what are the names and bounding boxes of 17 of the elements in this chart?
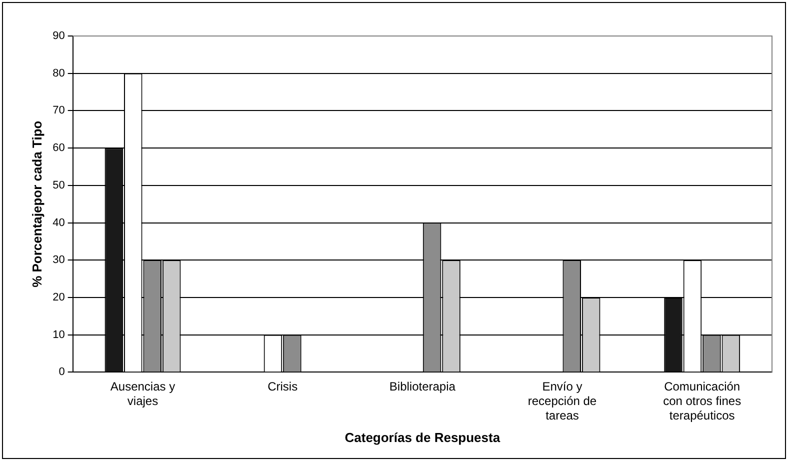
x-tick-label: Envío y recepción de tareas	[528, 380, 597, 423]
x-axis-title: Categorías de Respuesta	[344, 430, 501, 445]
y-tick-label: 50	[52, 179, 65, 192]
y-tick-label: 20	[52, 292, 65, 304]
x-tick-label: Comunicación con otros fines terapéuticos	[663, 380, 742, 423]
y-tick-label: 70	[52, 104, 65, 117]
x-tick-label: Crisis	[268, 380, 298, 394]
x-tick-label: Biblioterapia	[389, 380, 456, 394]
y-tick-label: 40	[52, 216, 65, 229]
y-axis-title: % Porcentajepor cada Tipo	[29, 120, 44, 288]
y-tick-label: 10	[52, 328, 65, 341]
y-tick-label: 0	[58, 366, 65, 378]
y-tick-label: 60	[52, 142, 65, 154]
y-tick-label: 80	[52, 67, 65, 80]
x-tick-label: Ausencias y viajes	[110, 380, 176, 408]
y-tick-label: 90	[52, 30, 65, 42]
y-tick-label: 30	[52, 254, 65, 266]
